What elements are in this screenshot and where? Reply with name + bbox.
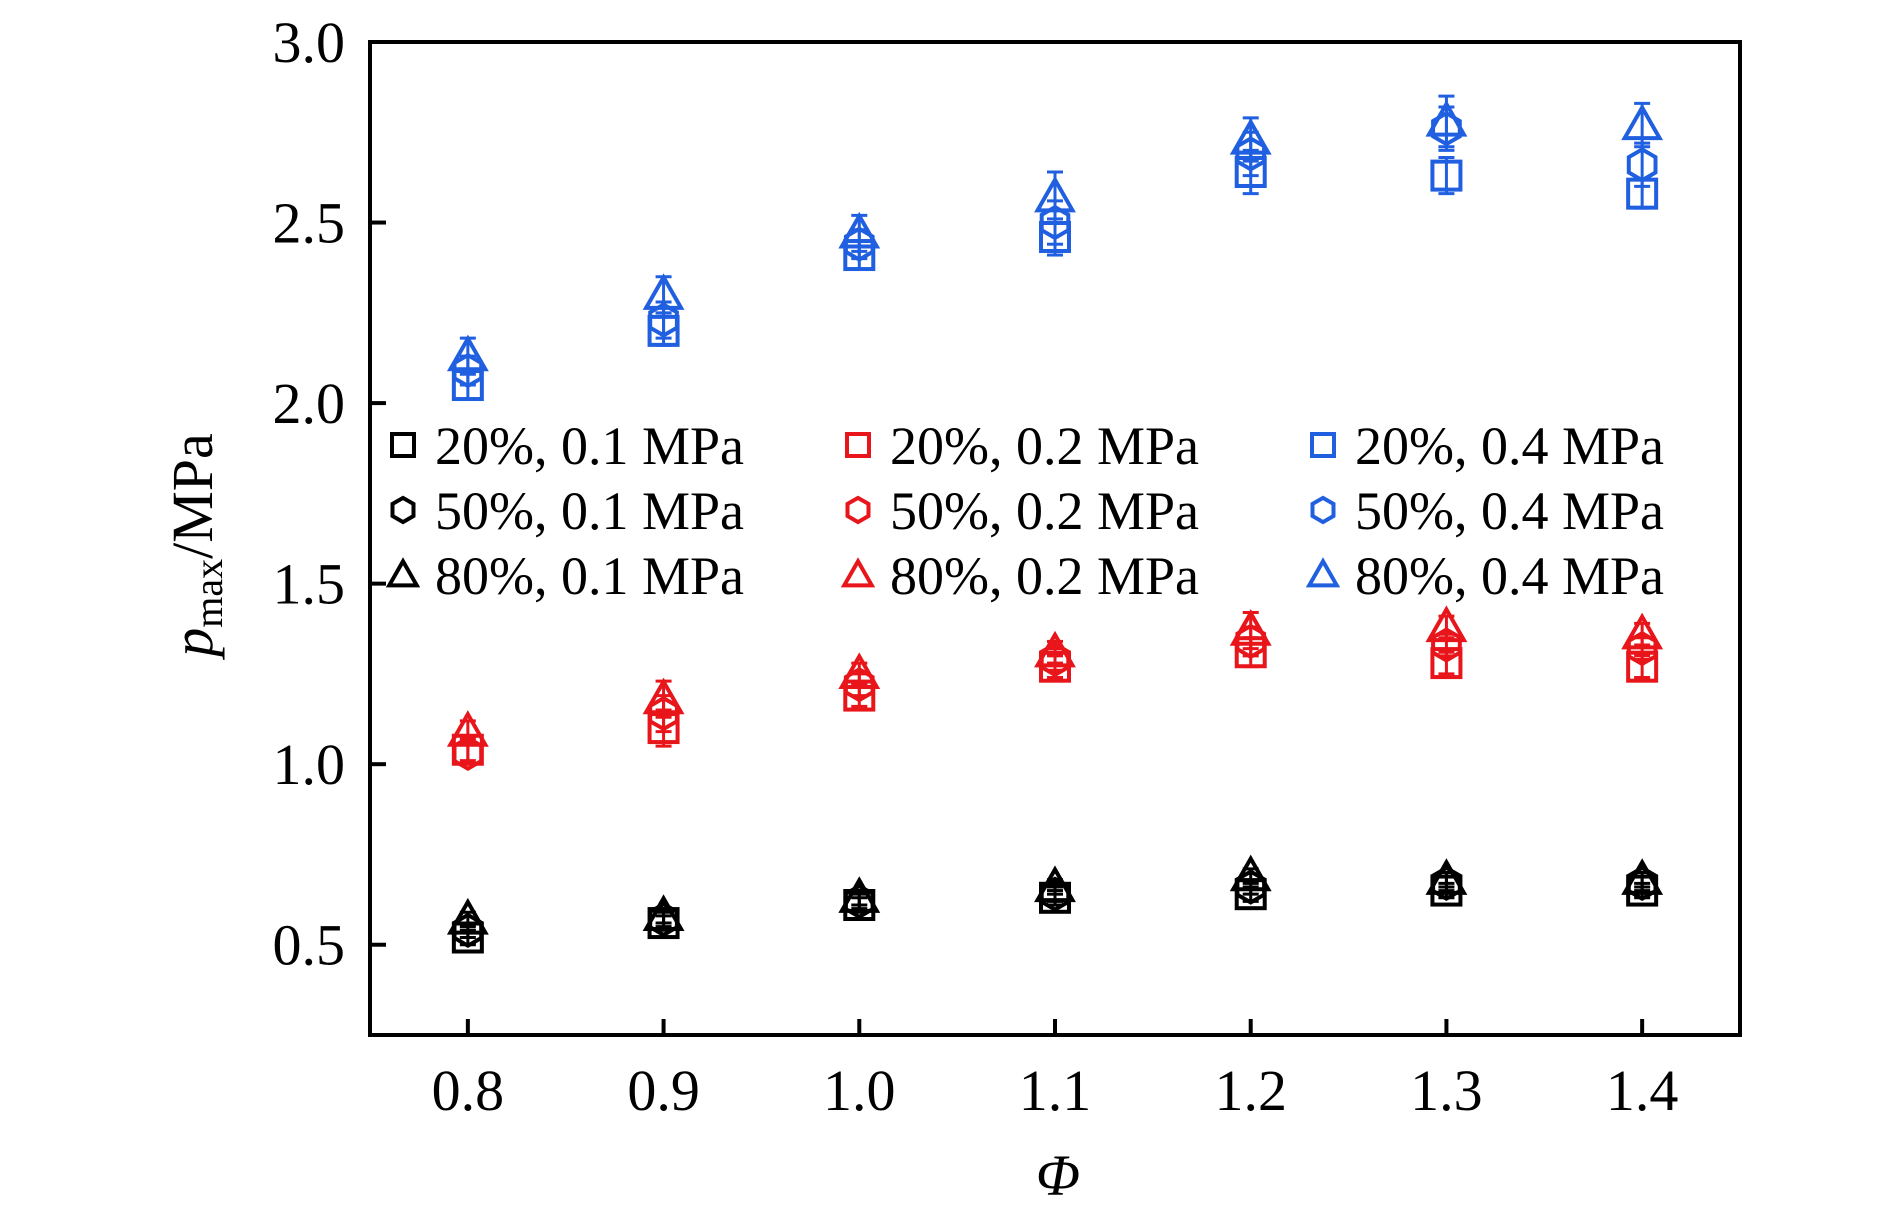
data-point xyxy=(1425,605,1468,643)
legend-marker xyxy=(1310,432,1336,458)
data-point xyxy=(1229,117,1272,155)
y-tick-label: 0.5 xyxy=(273,913,346,978)
data-point xyxy=(446,710,489,747)
data-point xyxy=(648,302,679,338)
legend-label: 20%, 0.2 MPa xyxy=(890,416,1199,476)
legend-marker xyxy=(390,432,416,458)
x-tick-label: 1.3 xyxy=(1410,1058,1483,1123)
legend-marker xyxy=(845,432,871,458)
data-point xyxy=(838,652,881,690)
legend-marker xyxy=(385,557,421,588)
y-axis-label: pmax/MPa xyxy=(160,433,231,661)
data-point xyxy=(1621,103,1664,141)
legend-marker xyxy=(845,495,871,525)
y-tick-label: 1.5 xyxy=(273,552,346,617)
series-80%, 0.4 MPa xyxy=(446,94,1664,376)
data-point xyxy=(1626,865,1658,902)
legend-label: 20%, 0.1 MPa xyxy=(435,416,744,476)
legend-marker xyxy=(1310,495,1336,525)
y-axis-label-subscript: max xyxy=(186,559,231,628)
legend-label: 20%, 0.4 MPa xyxy=(1355,416,1664,476)
data-point xyxy=(1034,630,1076,668)
y-tick-label: 2.5 xyxy=(273,191,346,256)
y-axis-label-unit: /MPa xyxy=(160,433,225,559)
data-point xyxy=(1229,609,1272,646)
data-point xyxy=(1034,865,1076,903)
legend-label: 80%, 0.2 MPa xyxy=(890,546,1199,606)
data-point xyxy=(1425,99,1468,137)
data-point xyxy=(838,211,881,249)
data-point xyxy=(1621,612,1664,650)
data-point xyxy=(446,334,489,372)
data-point xyxy=(446,897,489,935)
data-point xyxy=(838,876,881,913)
legend-label: 50%, 0.1 MPa xyxy=(435,481,744,541)
data-point xyxy=(1039,876,1071,912)
series-80%, 0.1 MPa xyxy=(446,854,1664,935)
x-tick-label: 1.1 xyxy=(1019,1058,1092,1123)
data-point xyxy=(1621,858,1664,895)
legend-label: 80%, 0.1 MPa xyxy=(435,546,744,606)
data-points xyxy=(446,94,1664,954)
data-point xyxy=(1430,159,1463,192)
data-point xyxy=(1039,204,1071,241)
data-point xyxy=(1039,641,1071,678)
y-tick-label: 2.0 xyxy=(273,371,346,436)
data-point xyxy=(1034,175,1076,213)
y-axis-ticks: 0.5 1.0 1.5 2.0 2.5 3.0 xyxy=(273,10,386,978)
x-axis-ticks: 0.8 0.9 1.0 1.1 1.2 1.3 1.4 xyxy=(432,1019,1679,1123)
y-tick-label: 1.0 xyxy=(273,732,346,797)
x-tick-label: 0.8 xyxy=(432,1058,505,1123)
data-point xyxy=(843,883,875,920)
data-point xyxy=(1626,147,1658,183)
legend-marker xyxy=(390,495,416,525)
data-point xyxy=(642,273,685,310)
x-tick-label: 0.9 xyxy=(627,1058,700,1123)
x-tick-label: 1.2 xyxy=(1214,1058,1287,1123)
data-point xyxy=(1425,858,1468,895)
x-tick-label: 1.0 xyxy=(823,1058,896,1123)
legend-label: 80%, 0.4 MPa xyxy=(1355,546,1664,606)
data-point xyxy=(1431,865,1462,902)
legend-marker xyxy=(1305,557,1341,588)
data-point xyxy=(1431,627,1462,663)
legend-marker xyxy=(840,557,876,588)
data-point xyxy=(642,677,685,715)
data-point xyxy=(648,901,679,938)
legend-label: 50%, 0.4 MPa xyxy=(1355,481,1664,541)
x-axis-label: Φ xyxy=(1036,1143,1080,1208)
x-tick-label: 1.4 xyxy=(1606,1058,1679,1123)
legend-label: 50%, 0.2 MPa xyxy=(890,481,1199,541)
data-point xyxy=(642,894,685,931)
series-80%, 0.2 MPa xyxy=(446,605,1664,747)
y-tick-label: 3.0 xyxy=(273,10,346,75)
y-axis-label-main: p xyxy=(160,628,225,661)
data-point xyxy=(1229,854,1272,892)
